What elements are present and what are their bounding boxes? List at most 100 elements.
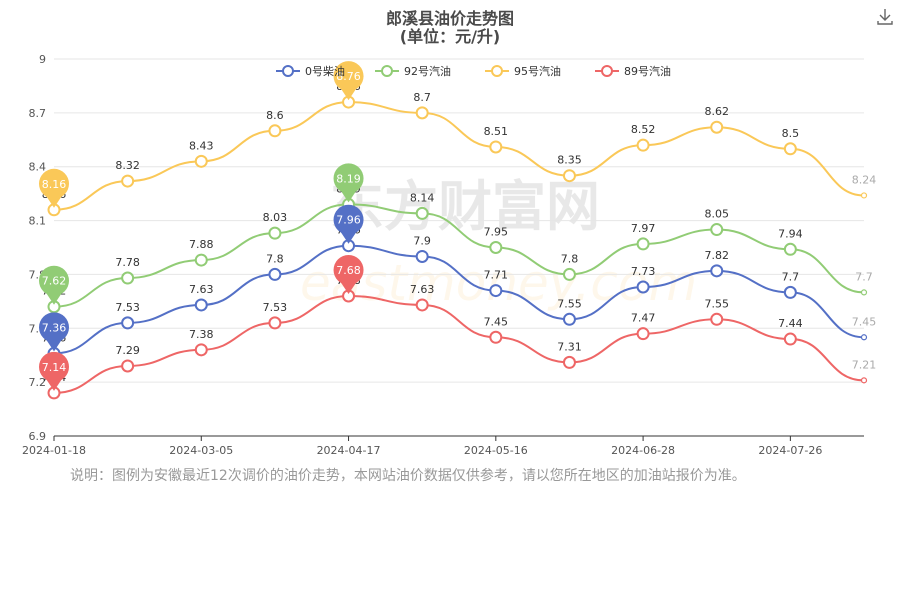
download-icon[interactable]	[874, 6, 896, 28]
data-point	[489, 330, 503, 344]
legend-item[interactable]: 92号汽油	[375, 64, 451, 78]
series-line	[53, 203, 865, 308]
data-label: 8.32	[115, 159, 140, 172]
data-point	[194, 253, 208, 267]
legend-item[interactable]: 89号汽油	[595, 64, 671, 78]
data-point	[783, 142, 797, 156]
data-point	[415, 298, 429, 312]
legend-label: 89号汽油	[624, 64, 671, 78]
data-label: 7.63	[410, 283, 435, 296]
legend-label: 0号柴油	[305, 64, 345, 78]
y-tick-label: 8.4	[29, 161, 47, 174]
data-label: 7.9	[413, 234, 431, 247]
data-label: 7.63	[189, 283, 214, 296]
data-point	[562, 169, 576, 183]
data-label: 7.53	[263, 301, 288, 314]
data-label: 8.62	[704, 105, 729, 118]
data-label: 8.5	[782, 127, 800, 140]
max-marker-pin	[333, 204, 364, 235]
data-point	[860, 377, 868, 384]
y-tick-label: 6.9	[29, 430, 47, 443]
data-label: 7.8	[561, 252, 579, 265]
legend-circle-icon	[491, 65, 503, 77]
data-label: 8.24	[852, 173, 877, 186]
max-marker-label: 8.76	[336, 70, 361, 83]
data-point	[121, 359, 135, 373]
data-label: 7.21	[852, 358, 877, 371]
data-label: 8.35	[557, 154, 582, 167]
data-label: 7.29	[115, 344, 140, 357]
data-label: 7.31	[557, 340, 582, 353]
series-line	[53, 101, 865, 211]
data-point	[489, 284, 503, 298]
data-point	[710, 264, 724, 278]
data-point	[415, 249, 429, 263]
data-label: 7.7	[855, 270, 873, 283]
y-tick-label: 7.2	[29, 376, 47, 389]
data-point	[636, 280, 650, 294]
data-point	[489, 241, 503, 254]
data-point	[194, 343, 208, 357]
max-marker-label: 7.96	[336, 214, 361, 227]
data-point	[121, 271, 135, 285]
chart-legend[interactable]: 0号柴油 92号汽油 95号汽油 89号汽油	[276, 64, 671, 78]
x-tick-label: 2024-05-16	[464, 444, 528, 457]
data-point	[562, 267, 576, 281]
legend-label: 92号汽油	[404, 64, 451, 78]
data-label: 7.7	[782, 270, 800, 283]
data-label: 7.44	[778, 317, 803, 330]
x-tick-label: 2024-04-17	[317, 444, 381, 457]
data-label: 8.03	[263, 211, 288, 224]
chart-extreme-markers: 7.96 7.36 8.19 7.62 8.76 8.16 7.68 7.14	[39, 61, 364, 391]
max-marker-label: 7.68	[336, 264, 361, 277]
data-point	[860, 192, 868, 199]
data-point	[194, 154, 208, 168]
data-label: 7.73	[631, 265, 656, 278]
data-point	[268, 226, 282, 240]
data-label: 7.38	[189, 328, 214, 341]
data-label: 7.78	[115, 256, 140, 269]
data-point	[710, 223, 724, 237]
series-line	[53, 294, 865, 394]
chart-grid	[54, 58, 864, 437]
min-marker-label: 7.62	[42, 275, 67, 288]
data-label: 8.14	[410, 191, 435, 204]
data-label: 7.88	[189, 238, 214, 251]
chart-footnote: 说明：图例为安徽最近12次调价的油价走势，本网站油价数据仅供参考，请以您所在地区…	[70, 468, 746, 484]
watermark-en: eastmoney.com	[300, 254, 697, 312]
data-label: 7.95	[484, 226, 509, 239]
max-marker-pin	[333, 163, 364, 194]
data-label: 7.97	[631, 222, 656, 235]
chart-title: 郎溪县油价走势图	[385, 9, 514, 28]
data-point	[636, 237, 650, 251]
data-point	[636, 327, 650, 341]
series-line	[53, 244, 865, 355]
x-tick-label: 2024-03-05	[169, 444, 233, 457]
legend-circle-icon	[381, 65, 393, 77]
data-label: 7.82	[704, 249, 729, 262]
legend-item[interactable]: 0号柴油	[276, 64, 345, 78]
data-point	[710, 120, 724, 134]
data-label: 7.94	[778, 227, 803, 240]
min-marker-label: 7.36	[42, 321, 67, 334]
data-label: 8.05	[704, 208, 729, 221]
data-label: 7.45	[484, 315, 509, 328]
data-point	[783, 285, 797, 299]
max-marker-pin	[333, 254, 364, 285]
x-tick-label: 2024-06-28	[611, 444, 675, 457]
max-marker-label: 8.19	[336, 172, 361, 185]
data-point	[860, 289, 868, 296]
chart-subtitle: (单位：元/升)	[399, 27, 501, 46]
data-point	[415, 206, 429, 220]
min-marker-pin	[39, 312, 69, 343]
data-point	[489, 140, 503, 154]
min-marker-pin	[39, 265, 69, 296]
data-point	[636, 138, 650, 152]
legend-circle-icon	[601, 65, 613, 77]
min-marker-label: 8.16	[42, 178, 67, 191]
y-tick-label: 8.7	[29, 107, 47, 120]
data-label: 7.8	[266, 252, 284, 265]
data-label: 7.71	[484, 269, 509, 282]
legend-item[interactable]: 95号汽油	[485, 64, 561, 78]
data-point	[268, 267, 282, 281]
